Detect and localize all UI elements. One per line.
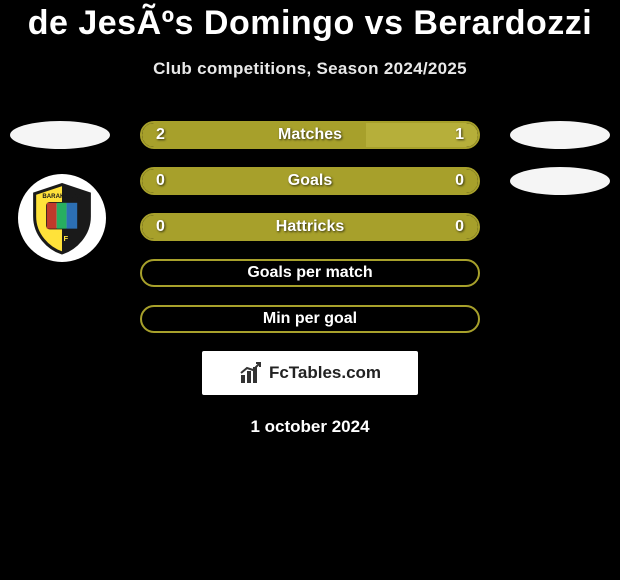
stat-label: Hattricks <box>276 218 344 236</box>
stat-label: Min per goal <box>263 310 357 328</box>
page-subtitle: Club competitions, Season 2024/2025 <box>0 59 620 79</box>
branding-text: FcTables.com <box>269 363 381 383</box>
player-photo-right <box>510 167 610 195</box>
stat-label: Goals per match <box>247 264 372 282</box>
stat-bar: 0 0 Goals <box>140 167 480 195</box>
stat-value-left: 2 <box>156 126 165 144</box>
page-title: de JesÃºs Domingo vs Berardozzi <box>0 4 620 43</box>
stat-row: Goals per match <box>0 259 620 287</box>
chart-icon <box>239 361 263 385</box>
player-photo-left <box>10 121 110 149</box>
stat-row: Min per goal <box>0 305 620 333</box>
date-line: 1 october 2024 <box>0 417 620 437</box>
stat-value-right: 0 <box>455 172 464 190</box>
stat-bar: Min per goal <box>140 305 480 333</box>
stat-label: Goals <box>288 172 332 190</box>
comparison-container: de JesÃºs Domingo vs Berardozzi Club com… <box>0 0 620 437</box>
stat-row: 0 0 Hattricks <box>0 213 620 241</box>
stat-label: Matches <box>278 126 342 144</box>
stat-value-left: 0 <box>156 172 165 190</box>
stat-bar: 0 0 Hattricks <box>140 213 480 241</box>
branding-badge: FcTables.com <box>202 351 418 395</box>
stat-bar: 2 1 Matches <box>140 121 480 149</box>
stat-value-right: 0 <box>455 218 464 236</box>
stat-row: 0 0 Goals <box>0 167 620 195</box>
stat-rows: 2 1 Matches 0 0 Goals 0 0 Hattricks Goals per mat… <box>0 121 620 333</box>
stat-value-right: 1 <box>455 126 464 144</box>
stat-bar: Goals per match <box>140 259 480 287</box>
stat-row: 2 1 Matches <box>0 121 620 149</box>
player-photo-right <box>510 121 610 149</box>
stat-value-left: 0 <box>156 218 165 236</box>
